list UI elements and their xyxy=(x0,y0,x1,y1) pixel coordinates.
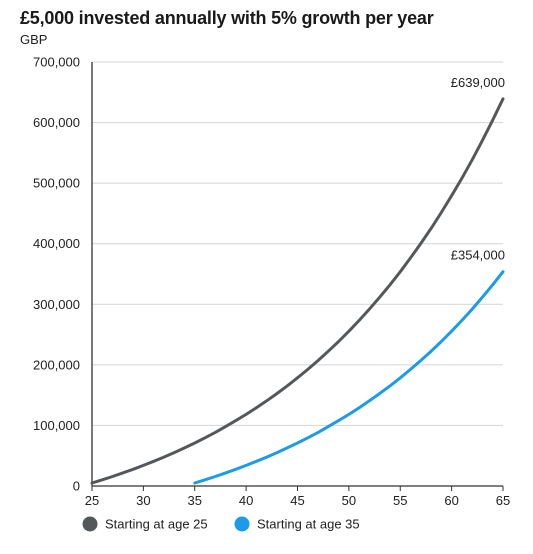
y-tick-label: 500,000 xyxy=(33,176,80,191)
y-tick-label: 300,000 xyxy=(33,297,80,312)
y-tick-label: 200,000 xyxy=(33,357,80,372)
x-tick-label: 35 xyxy=(188,493,202,508)
series-lines xyxy=(90,97,505,485)
legend-label-1: Starting at age 25 xyxy=(105,517,208,532)
series-end-label-2: £354,000 xyxy=(451,248,505,263)
legend-marker-1 xyxy=(82,516,98,532)
gridlines xyxy=(92,61,503,426)
x-tick-label: 65 xyxy=(496,493,510,508)
x-tick-label: 60 xyxy=(444,493,458,508)
end-labels: £639,000 £354,000 xyxy=(451,75,505,263)
chart-title: £5,000 invested annually with 5% growth … xyxy=(20,8,434,28)
y-tick-label: 700,000 xyxy=(33,55,80,70)
legend-marker-2 xyxy=(234,516,250,532)
series-end-label-1: £639,000 xyxy=(451,75,505,90)
y-tick-label: 0 xyxy=(73,479,80,494)
x-tick-label: 40 xyxy=(239,493,253,508)
axes: 0 100,000 200,000 300,000 400,000 500,000 600,… xyxy=(33,55,510,509)
chart-unit-label: GBP xyxy=(20,32,48,47)
series-line-2 xyxy=(193,270,505,485)
x-tick-label: 50 xyxy=(342,493,356,508)
series-line-1 xyxy=(90,97,505,485)
x-tick-label: 55 xyxy=(393,493,407,508)
x-tick-label: 30 xyxy=(136,493,150,508)
y-tick-label: 600,000 xyxy=(33,115,80,130)
legend: Starting at age 25 Starting at age 35 xyxy=(82,516,360,532)
legend-label-2: Starting at age 35 xyxy=(257,517,360,532)
x-tick-label: 25 xyxy=(85,493,99,508)
x-tick-label: 45 xyxy=(290,493,304,508)
y-tick-label: 400,000 xyxy=(33,236,80,251)
y-tick-label: 100,000 xyxy=(33,418,80,433)
